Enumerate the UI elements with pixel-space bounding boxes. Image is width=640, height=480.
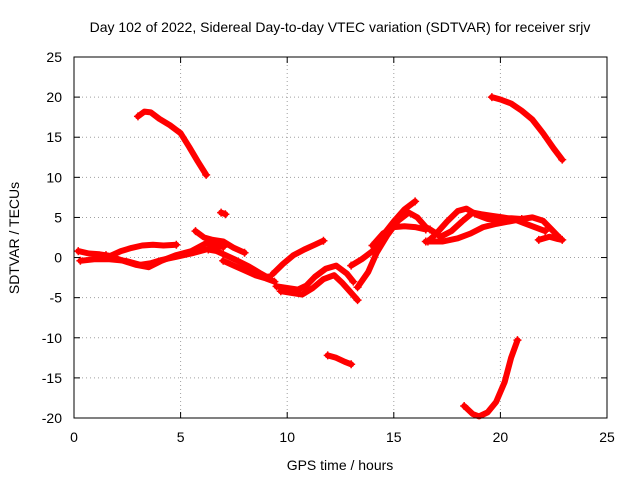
series-arc-3	[460, 336, 522, 420]
data-point	[347, 261, 356, 270]
data-point	[513, 336, 522, 345]
data-point	[221, 210, 230, 219]
data-point	[191, 227, 200, 236]
data-point	[272, 282, 281, 291]
series-arc-6	[74, 240, 181, 259]
data-point	[202, 170, 211, 179]
y-tick-label: 0	[54, 250, 62, 266]
data-point	[541, 227, 550, 236]
y-axis-label: SDTVAR / TECUs	[6, 182, 22, 294]
series-arc-21	[534, 233, 567, 244]
x-tick-label: 20	[493, 429, 509, 445]
data-point	[421, 237, 430, 246]
series-trace	[75, 241, 180, 259]
y-tick-label: 5	[54, 209, 62, 225]
x-tick-label: 10	[279, 429, 295, 445]
series-arc-1	[133, 108, 211, 179]
series-trace	[488, 94, 566, 163]
data-point	[219, 256, 228, 265]
y-tick-label: 15	[46, 129, 62, 145]
series-trace	[354, 209, 440, 291]
y-tick-label: 20	[46, 89, 62, 105]
series-arc-12	[268, 236, 328, 279]
data-point	[353, 296, 362, 305]
series-trace	[269, 237, 327, 278]
x-axis-label: GPS time / hours	[287, 457, 394, 473]
data-point	[487, 93, 496, 102]
series-trace	[205, 246, 271, 281]
data-point	[411, 197, 420, 206]
series-arc-11	[204, 245, 273, 282]
series-trace	[324, 352, 355, 368]
x-tick-label: 15	[386, 429, 402, 445]
y-tick-label: -20	[42, 410, 62, 426]
data-point	[217, 208, 226, 217]
series-trace	[369, 223, 429, 249]
y-tick-label: -10	[42, 330, 62, 346]
series-trace	[422, 214, 564, 245]
y-tick-label: 25	[46, 49, 62, 65]
series-trace	[427, 209, 549, 240]
data-point	[368, 241, 377, 250]
series-arc-10	[219, 256, 279, 286]
data-point	[76, 256, 85, 265]
data-point	[323, 351, 332, 360]
data-point	[268, 270, 277, 279]
series-arc-17	[368, 223, 430, 250]
data-point	[264, 273, 273, 282]
data-point	[558, 235, 567, 244]
data-point	[426, 225, 435, 234]
series-arc-19	[426, 209, 550, 240]
data-point	[101, 251, 110, 260]
series-trace	[273, 262, 357, 293]
series-arc-13	[272, 262, 358, 293]
data-point	[204, 245, 213, 254]
series-arc-4	[323, 351, 356, 369]
data-point	[460, 401, 469, 410]
plot-frame	[73, 56, 608, 419]
series-trace	[103, 240, 227, 271]
data-point	[347, 360, 356, 369]
series-arc-9	[191, 227, 249, 257]
series-trace	[135, 108, 210, 178]
data-point	[319, 236, 328, 245]
data-point	[558, 155, 567, 164]
data-point	[353, 283, 362, 292]
series-arc-14	[276, 272, 362, 305]
series-arc-2	[487, 93, 567, 164]
y-tick-label: 10	[46, 169, 62, 185]
x-tick-label: 5	[177, 429, 185, 445]
y-tick-label: -15	[42, 370, 62, 386]
data-point	[349, 277, 358, 286]
data-points	[74, 93, 567, 420]
data-point	[172, 240, 181, 249]
data-point	[240, 248, 249, 257]
y-tick-label: -5	[50, 290, 63, 306]
series-arc-5	[217, 208, 230, 219]
data-point	[276, 287, 285, 296]
series-trace	[277, 272, 361, 304]
data-point	[74, 247, 83, 256]
x-tick-label: 25	[599, 429, 615, 445]
axis-ticks: 0 5 10 15 20 25 -20 -15 -10 -5 0 5 10 15 20 25	[42, 49, 615, 445]
series-trace	[192, 228, 248, 256]
data-point	[534, 235, 543, 244]
x-tick-label: 0	[70, 429, 78, 445]
chart-title: Day 102 of 2022, Sidereal Day-to-day VTE…	[90, 19, 591, 35]
series-trace	[461, 337, 521, 420]
data-point	[133, 112, 142, 121]
